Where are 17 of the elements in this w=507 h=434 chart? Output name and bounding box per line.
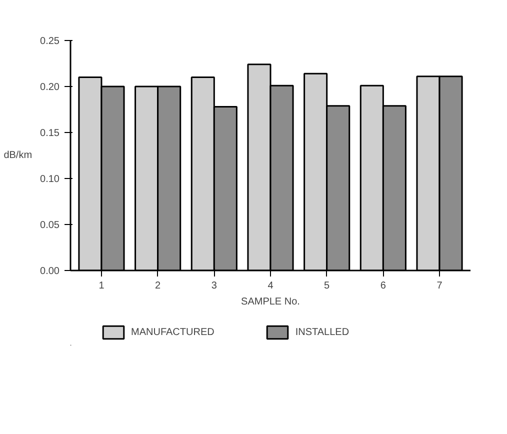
legend-label: INSTALLED [295, 326, 350, 338]
x-tick-label: 5 [324, 280, 330, 292]
x-tick-label: 2 [155, 280, 162, 292]
y-axis-title: dB/km [4, 150, 32, 161]
y-tick-label: 0.05 [40, 220, 60, 231]
x-tick-label: 6 [380, 280, 386, 292]
y-tick-label: 0.25 [40, 36, 60, 47]
x-tick-label: 1 [98, 280, 105, 292]
x-tick-label: 7 [436, 280, 443, 292]
y-tick-label: 0.10 [40, 174, 60, 185]
legend-label: MANUFACTURED [131, 326, 214, 338]
y-tick-label: 0.00 [40, 266, 60, 277]
x-tick-label: 3 [211, 280, 218, 292]
x-tick-label: 4 [268, 280, 274, 292]
y-tick-label: 0.20 [40, 82, 60, 93]
x-axis-title: SAMPLE No. [241, 296, 300, 308]
y-tick-label: 0.15 [40, 128, 60, 139]
